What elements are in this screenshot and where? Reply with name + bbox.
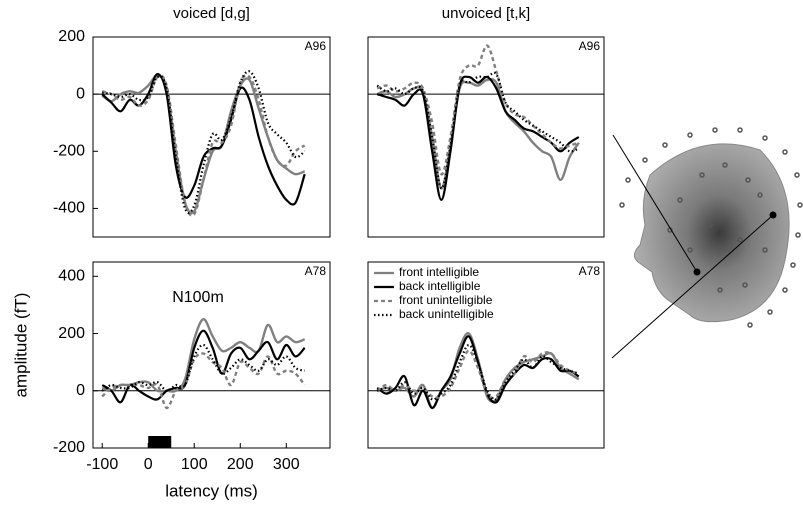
panel-frame xyxy=(92,261,331,449)
series-line xyxy=(376,71,580,190)
series-line xyxy=(101,73,306,206)
legend-label: back intelligible xyxy=(399,279,481,293)
legend-label: front intelligible xyxy=(399,265,479,279)
panel-frame xyxy=(367,261,605,449)
series-line xyxy=(101,74,306,217)
x-tick-label: 300 xyxy=(273,456,300,473)
head xyxy=(634,143,790,323)
x-tick-label: -100 xyxy=(86,456,118,473)
series-line xyxy=(376,343,580,401)
series-line xyxy=(376,335,580,410)
panel-label: A78 xyxy=(579,264,601,278)
series-line xyxy=(101,352,306,410)
y-tick-label: -200 xyxy=(53,143,85,160)
y-axis-label: amplitude (fT) xyxy=(11,293,30,398)
y-tick-label: 400 xyxy=(58,268,85,285)
connector xyxy=(611,214,774,359)
y-tick-label: 0 xyxy=(76,382,85,399)
y-tick-label: 200 xyxy=(58,28,85,45)
annotation: N100m xyxy=(172,289,224,306)
x-tick-label: 100 xyxy=(181,456,208,473)
series-line xyxy=(376,77,580,190)
y-tick-label: -200 xyxy=(53,439,85,456)
y-tick-label: -400 xyxy=(53,200,85,217)
series-line xyxy=(101,329,306,404)
y-tick-label: 0 xyxy=(76,85,85,102)
stimulus-bar xyxy=(148,436,172,448)
series-line xyxy=(376,349,580,400)
sensor-dots xyxy=(619,127,803,328)
series-line xyxy=(376,332,580,410)
series-line xyxy=(101,318,306,393)
x-tick-label: 0 xyxy=(144,456,153,473)
panel-frame xyxy=(92,36,331,238)
y-tick-label: 200 xyxy=(58,325,85,342)
legend-label: back unintelligible xyxy=(399,307,494,321)
series-line xyxy=(102,70,306,215)
panel-title: voiced [d,g] xyxy=(173,5,250,22)
legend-label: front unintelligible xyxy=(399,293,493,307)
connector xyxy=(612,134,698,273)
panel-label: A96 xyxy=(579,39,601,53)
panel-label: A78 xyxy=(305,264,327,278)
series-line xyxy=(376,75,580,201)
x-axis-label: latency (ms) xyxy=(165,481,258,500)
panel-frame xyxy=(367,36,605,238)
panel-title: unvoiced [t,k] xyxy=(442,5,530,22)
x-tick-label: 200 xyxy=(227,456,254,473)
head-illustration xyxy=(611,127,803,359)
panel-label: A96 xyxy=(305,39,327,53)
series-line xyxy=(376,44,580,176)
